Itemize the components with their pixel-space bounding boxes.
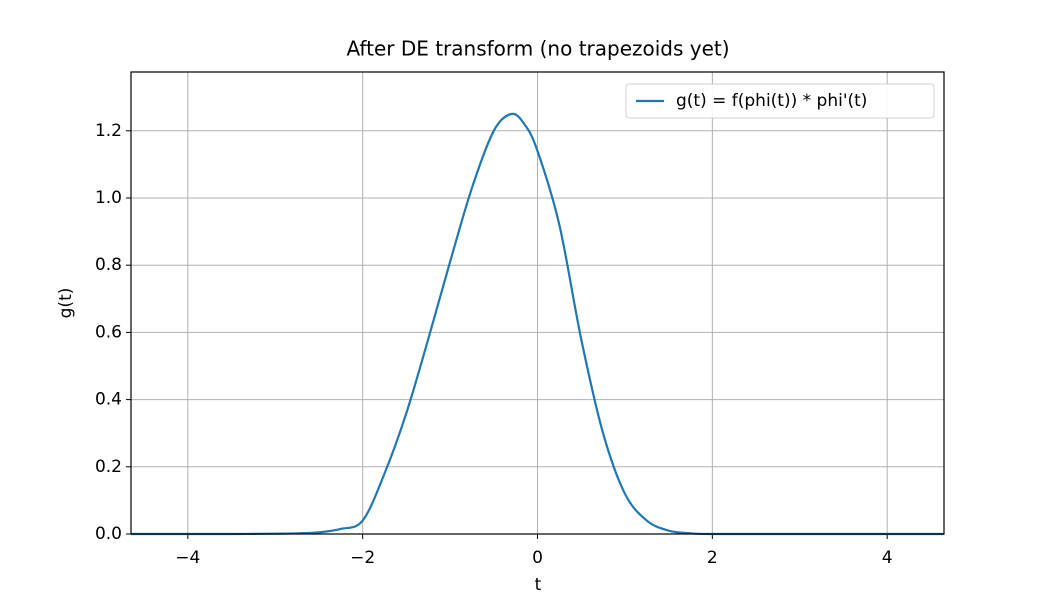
chart-title: After DE transform (no trapezoids yet) (346, 37, 729, 61)
y-tick-label: 1.2 (95, 121, 122, 141)
x-axis-label: t (535, 575, 542, 595)
x-tick-label: −4 (175, 548, 200, 568)
plot-frame (130, 71, 945, 535)
y-tick-label: 0.2 (95, 457, 122, 477)
legend-label: g(t) = f(phi(t)) * phi'(t) (676, 91, 867, 111)
y-tick-label: 0.6 (95, 322, 122, 342)
y-tick-label: 0.8 (95, 255, 122, 275)
x-tick-label: 0 (532, 548, 543, 568)
y-tick-label: 0.4 (95, 390, 122, 410)
x-tick-label: 4 (882, 548, 893, 568)
legend-box (625, 83, 935, 119)
x-tick-label: −2 (350, 548, 375, 568)
y-axis-label: g(t) (56, 288, 76, 319)
y-tick-label: 0.0 (95, 524, 122, 544)
data-line (130, 112, 944, 536)
y-tick-label: 1.0 (95, 188, 122, 208)
x-tick-label: 2 (707, 548, 718, 568)
